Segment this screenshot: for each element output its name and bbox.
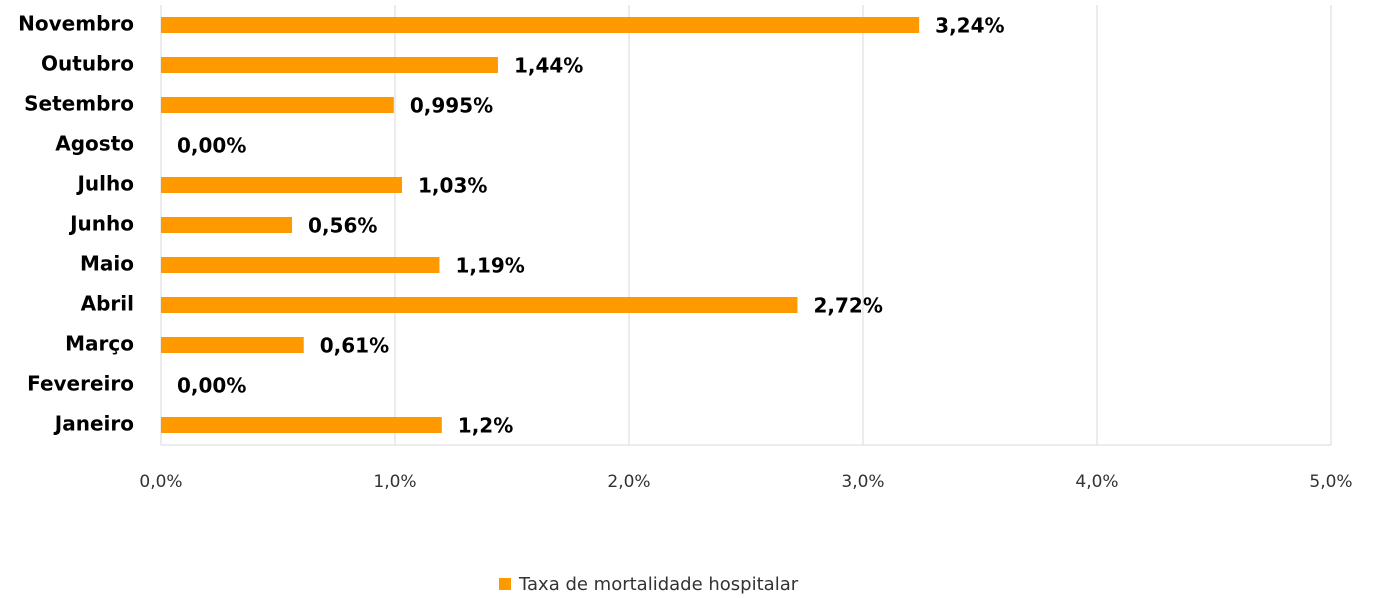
value-label: 1,44% xyxy=(514,54,583,78)
bar xyxy=(161,177,403,193)
bar xyxy=(161,57,498,73)
y-tick-label: Maio xyxy=(80,252,134,276)
y-tick-label: Fevereiro xyxy=(27,372,134,396)
x-tick-label: 5,0% xyxy=(1309,472,1352,492)
value-label: 1,2% xyxy=(458,414,513,438)
bar xyxy=(161,417,442,433)
y-tick-label: Junho xyxy=(68,212,134,236)
bar xyxy=(161,297,798,313)
value-label: 0,00% xyxy=(177,374,246,398)
bar xyxy=(161,257,440,273)
y-tick-label: Março xyxy=(65,332,134,356)
value-label: 0,56% xyxy=(308,214,377,238)
bar xyxy=(161,217,293,233)
x-tick-label: 3,0% xyxy=(841,472,884,492)
legend-swatch xyxy=(499,578,511,590)
y-tick-label: Novembro xyxy=(18,12,134,36)
value-label: 0,00% xyxy=(177,134,246,158)
value-label: 3,24% xyxy=(935,14,1004,38)
x-tick-label: 0,0% xyxy=(139,472,182,492)
x-tick-label: 4,0% xyxy=(1075,472,1118,492)
x-tick-label: 2,0% xyxy=(607,472,650,492)
y-tick-label: Setembro xyxy=(24,92,134,116)
y-tick-label: Outubro xyxy=(41,52,134,76)
value-label: 1,19% xyxy=(455,254,524,278)
y-tick-label: Janeiro xyxy=(53,412,134,436)
value-label: 1,03% xyxy=(418,174,487,198)
value-label: 2,72% xyxy=(813,294,882,318)
value-label: 0,995% xyxy=(410,94,493,118)
bar xyxy=(161,17,920,33)
legend-label: Taxa de mortalidade hospitalar xyxy=(518,574,799,595)
value-label: 0,61% xyxy=(320,334,389,358)
y-tick-label: Julho xyxy=(75,172,134,196)
bar xyxy=(161,337,304,353)
bar xyxy=(161,97,394,113)
x-tick-label: 1,0% xyxy=(373,472,416,492)
y-tick-label: Abril xyxy=(81,292,134,316)
y-tick-label: Agosto xyxy=(55,132,134,156)
